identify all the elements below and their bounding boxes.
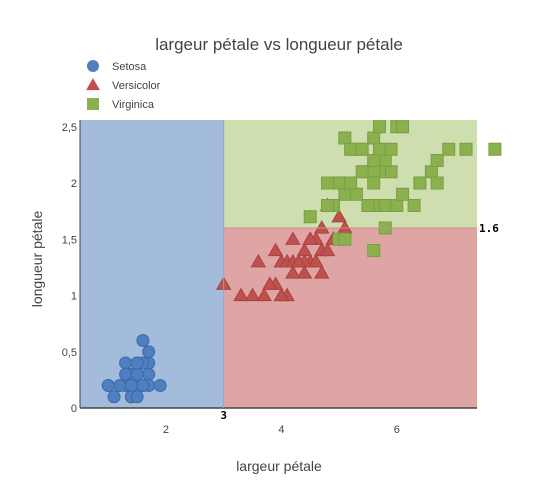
point-virginica [344,142,358,156]
series-setosa [101,334,167,404]
point-versicolor [331,208,347,223]
point-virginica [321,176,335,190]
point-versicolor [250,253,267,268]
point-versicolor [308,253,324,268]
point-virginica [361,199,375,212]
y-tick-label: 0 [71,403,77,415]
region-2 [223,228,477,408]
point-setosa [119,356,133,370]
point-setosa [113,379,127,392]
point-virginica [367,176,381,190]
legend-item-virginica[interactable]: Virginica [87,98,155,111]
series-versicolor [215,197,353,302]
data-points [101,120,502,404]
point-virginica [338,232,352,246]
point-virginica [407,199,421,212]
point-virginica [367,244,381,257]
axes: 2 4 6 0 0,5 1 1,5 2 2,5 [62,120,477,436]
point-virginica [396,120,410,134]
point-versicolor [290,253,307,268]
point-virginica [384,165,398,179]
series-virginica [303,120,502,257]
legend-item-setosa[interactable]: Setosa [87,60,147,73]
point-versicolor [314,265,330,279]
legend[interactable]: Setosa Versicolor Virginica [86,60,161,111]
point-virginica [459,142,473,156]
chart-title: largeur pétale vs longueur pétale [155,35,403,54]
legend-marker-square [87,98,99,110]
point-versicolor [233,287,249,302]
point-versicolor [285,265,301,279]
y-tick-label: 0,5 [62,347,77,359]
point-versicolor [302,231,319,245]
point-virginica [355,142,369,156]
point-virginica [430,176,444,190]
point-virginica [321,199,335,212]
point-setosa [142,367,156,381]
point-virginica [396,187,410,201]
point-virginica [384,142,398,156]
point-versicolor [256,287,272,302]
point-virginica [332,176,346,190]
x-tick-label: 2 [163,424,169,436]
legend-label: Versicolor [112,80,161,92]
point-versicolor [273,287,290,302]
point-virginica [488,142,502,156]
point-setosa [130,390,144,404]
x-axis-title: largeur pétale [236,458,322,474]
point-virginica [355,165,369,179]
y-axis-title: longueur pétale [29,211,45,308]
point-setosa [136,379,150,392]
point-virginica [367,131,381,145]
legend-marker-triangle [86,78,100,91]
point-setosa [136,334,150,347]
y-tick-label: 1 [71,291,77,303]
point-virginica [367,154,381,167]
point-versicolor [267,242,284,257]
point-virginica [303,210,317,224]
point-setosa [130,367,144,381]
point-versicolor [285,231,301,245]
x-tick-label: 6 [394,424,400,436]
point-virginica [338,131,352,145]
legend-marker-circle [87,60,99,72]
point-versicolor [262,276,278,290]
point-virginica [413,176,427,190]
y-tick-label: 2 [71,178,77,190]
point-virginica [338,187,352,201]
point-virginica [372,120,386,134]
point-virginica [430,154,444,167]
threshold-labels: 31.6 [220,120,499,422]
point-virginica [390,199,404,212]
x-threshold-label: 3 [220,409,227,422]
point-setosa [119,367,133,381]
point-setosa [107,390,121,404]
point-virginica [367,165,381,179]
point-setosa [153,379,167,392]
legend-item-versicolor[interactable]: Versicolor [86,78,161,92]
point-virginica [424,165,438,179]
legend-label: Virginica [112,99,155,111]
point-virginica [442,142,456,156]
point-virginica [378,199,392,212]
point-setosa [130,356,144,370]
point-virginica [344,176,358,190]
y-tick-label: 2,5 [62,122,77,134]
point-versicolor [319,242,336,257]
legend-label: Setosa [112,61,147,73]
point-versicolor [296,265,313,279]
point-setosa [124,379,138,392]
point-versicolor [314,220,330,234]
y-tick-label: 1,5 [62,234,77,246]
point-virginica [378,154,392,167]
x-tick-label: 4 [278,424,284,436]
point-setosa [101,379,115,392]
point-versicolor [244,287,261,302]
point-setosa [142,345,156,359]
y-threshold-label: 1.6 [479,222,499,235]
point-virginica [349,187,363,201]
point-virginica [372,142,386,156]
